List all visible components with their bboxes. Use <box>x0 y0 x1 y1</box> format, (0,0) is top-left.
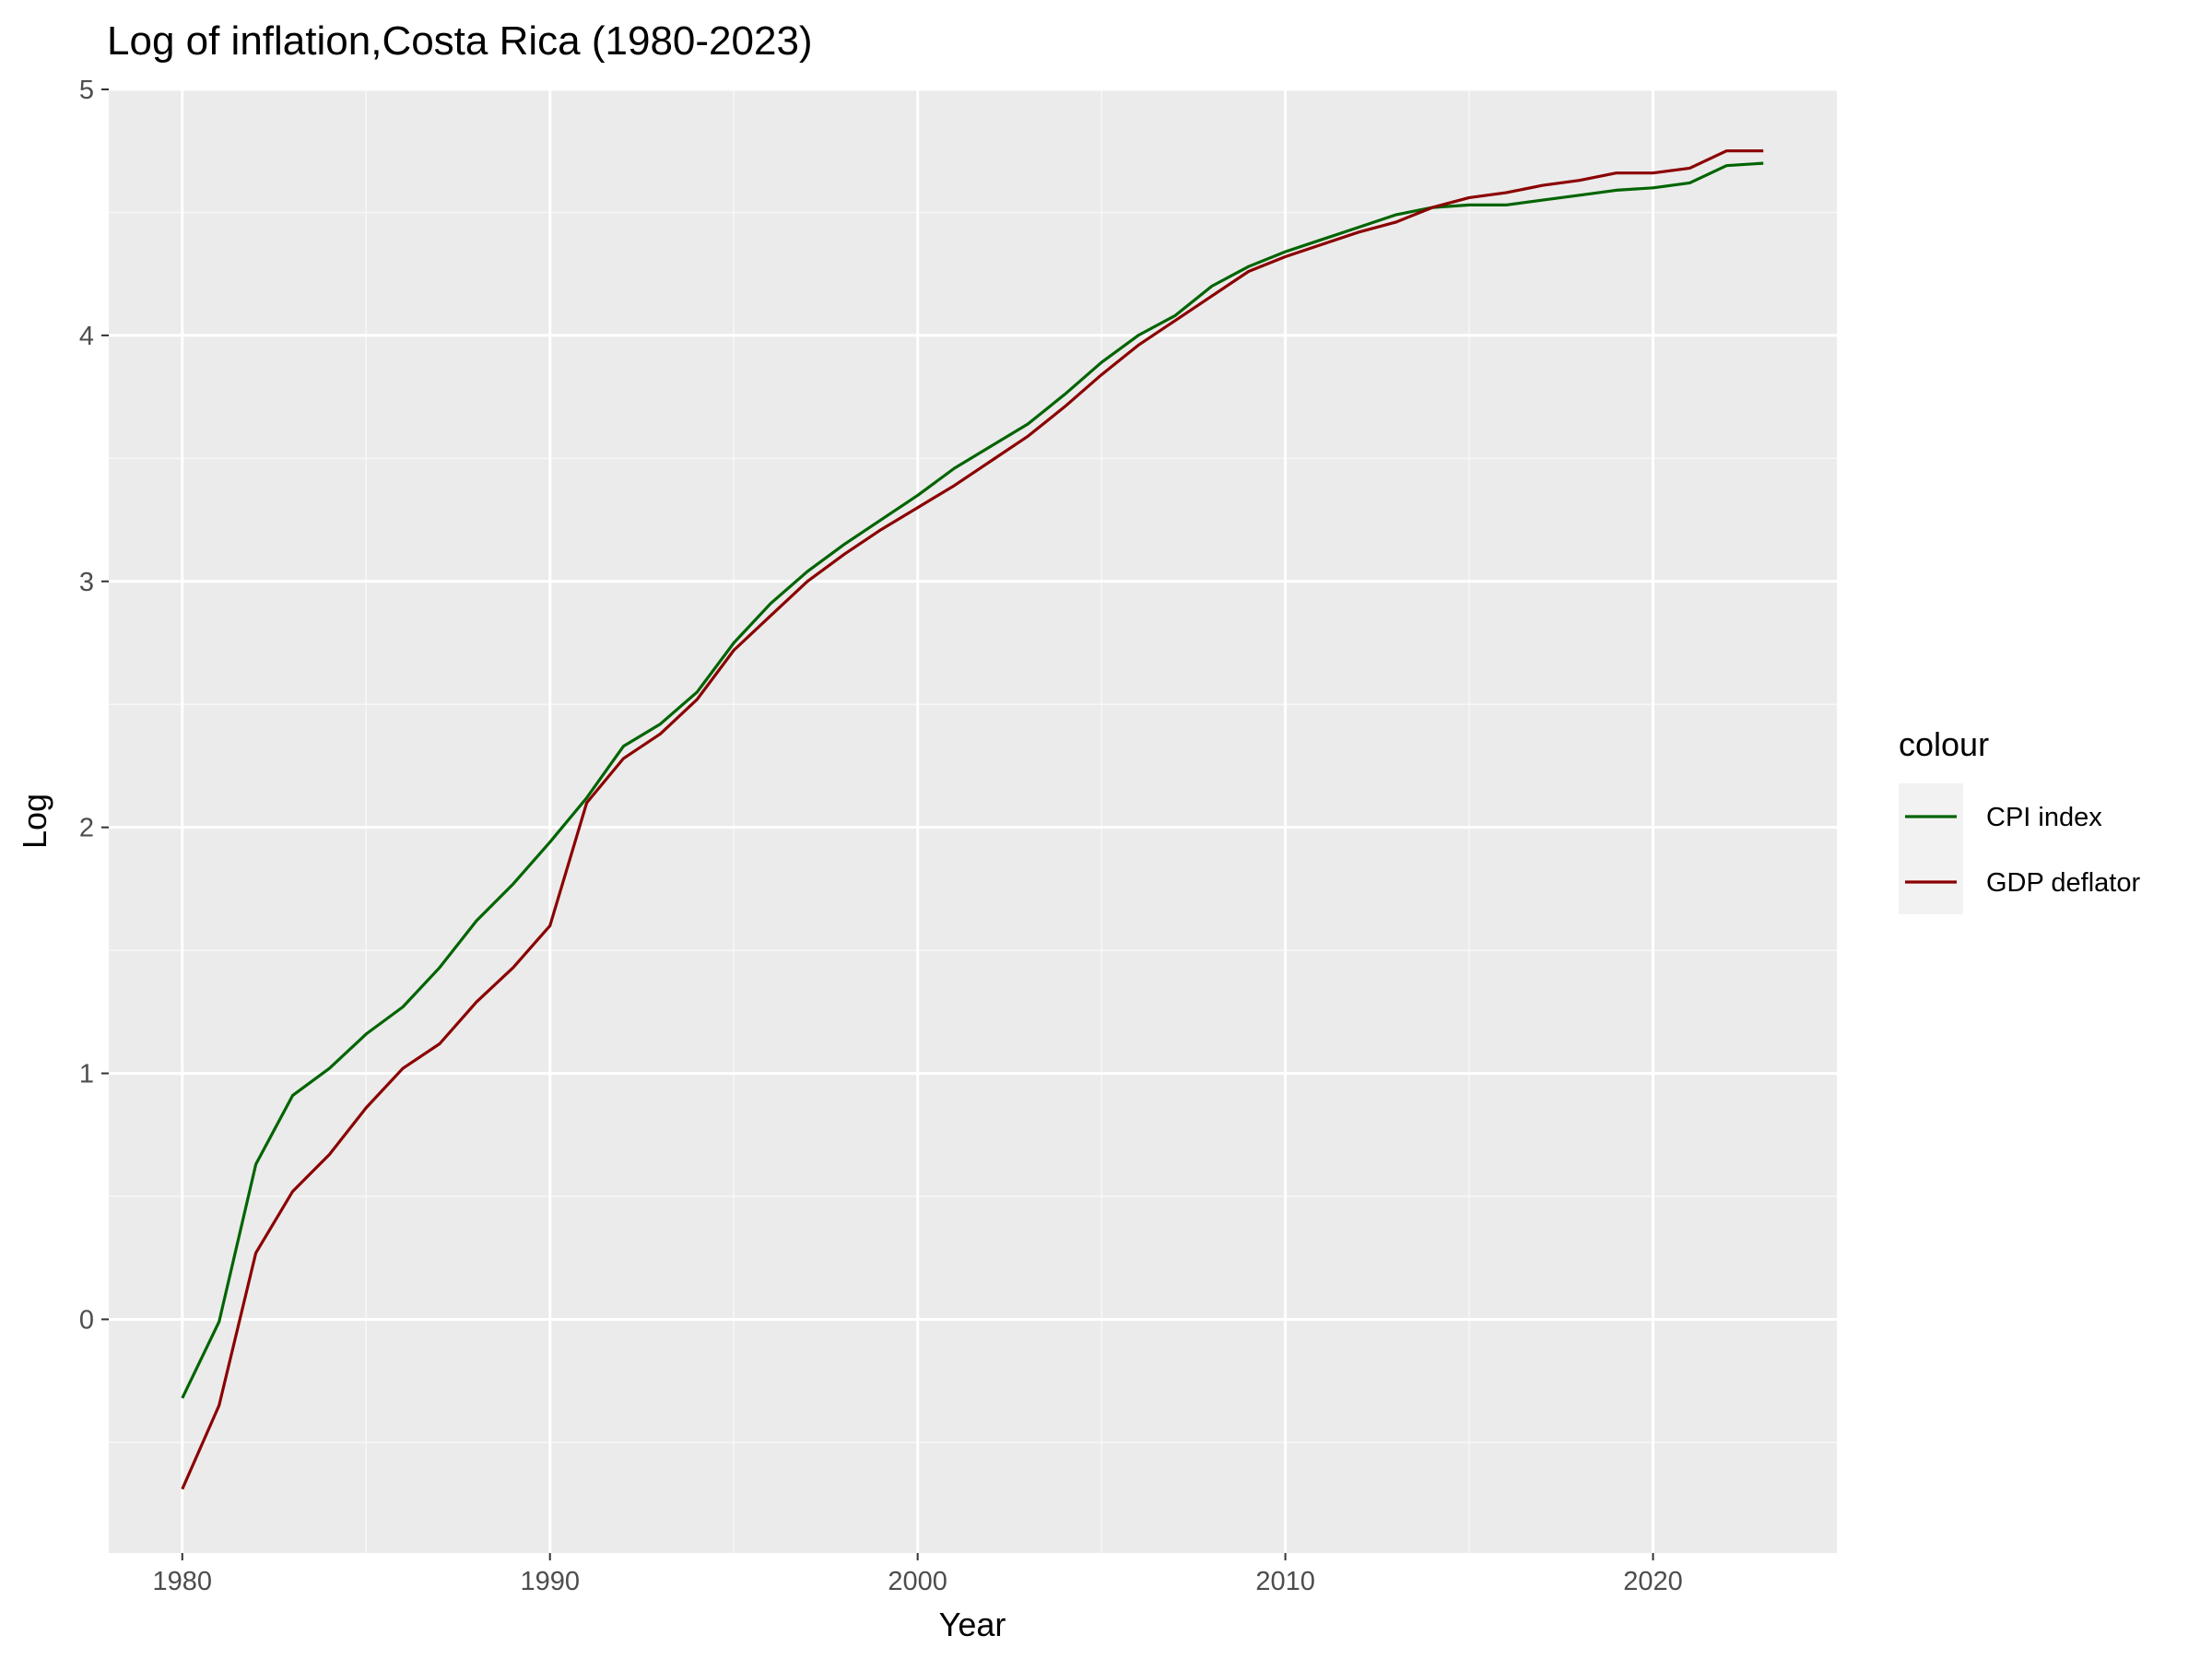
x-tick-label: 2020 <box>1623 1567 1683 1596</box>
x-tick-label: 2010 <box>1255 1567 1315 1596</box>
legend: colour CPI index GDP deflator <box>1899 725 2140 914</box>
chart-title: Log of inflation,Costa Rica (1980-2023) <box>107 18 813 64</box>
legend-label: GDP deflator <box>1986 868 2140 898</box>
x-tick-label: 1990 <box>520 1567 580 1596</box>
y-axis: 0 1 2 3 4 5 <box>79 76 109 1335</box>
y-tick-label: 4 <box>79 322 94 351</box>
grid-major <box>109 88 1837 1553</box>
x-axis-title: Year <box>939 1606 1006 1643</box>
series-lines <box>181 149 1764 1490</box>
x-tick-label: 1980 <box>153 1567 213 1596</box>
legend-key-background <box>1899 783 1963 914</box>
y-tick-label: 5 <box>79 76 94 105</box>
y-tick-label: 1 <box>79 1060 94 1089</box>
x-tick-label: 2000 <box>888 1567 947 1596</box>
y-tick-label: 0 <box>79 1305 94 1335</box>
legend-title: colour <box>1899 725 1989 763</box>
series-line-cpi-index <box>181 161 1764 1399</box>
y-axis-title: Log <box>16 794 53 849</box>
y-tick-label: 2 <box>79 814 94 843</box>
legend-label: CPI index <box>1986 803 2102 832</box>
y-tick-label: 3 <box>79 568 94 597</box>
x-axis: 1980 1990 2000 2010 2020 <box>153 1553 1683 1596</box>
series-line-gdp-deflator <box>181 149 1764 1490</box>
plot-panel <box>109 89 1837 1553</box>
legend-items: CPI index GDP deflator <box>1905 803 2140 898</box>
